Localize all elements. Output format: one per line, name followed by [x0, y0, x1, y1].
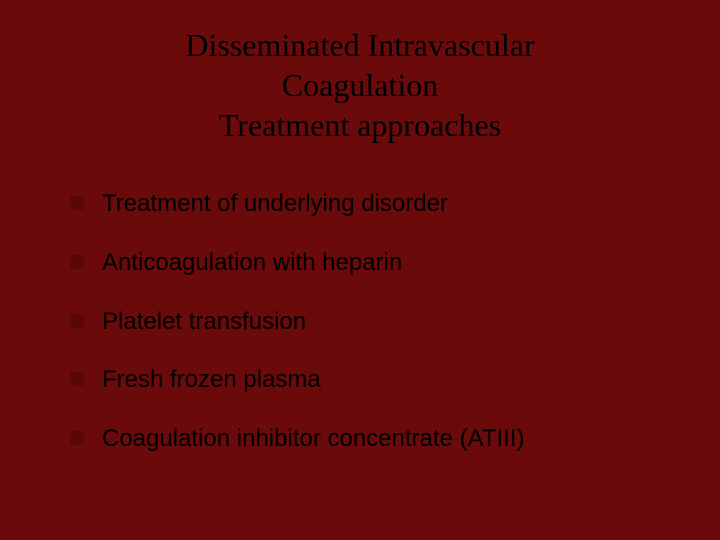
list-item: Treatment of underlying disorder: [70, 190, 670, 219]
bullet-text: Platelet transfusion: [102, 308, 306, 335]
bullet-text: Coagulation inhibitor concentrate (ATIII…: [102, 425, 524, 452]
list-item: Platelet transfusion: [70, 308, 670, 337]
square-bullet-icon: [70, 372, 84, 386]
bullet-text: Fresh frozen plasma: [102, 366, 321, 393]
slide-container: Disseminated Intravascular Coagulation T…: [0, 0, 720, 540]
title-line-3: Treatment approaches: [90, 105, 630, 145]
slide-title: Disseminated Intravascular Coagulation T…: [50, 25, 670, 145]
list-item: Fresh frozen plasma: [70, 366, 670, 395]
square-bullet-icon: [70, 255, 84, 269]
title-line-2: Coagulation: [90, 65, 630, 105]
list-item: Coagulation inhibitor concentrate (ATIII…: [70, 425, 670, 454]
square-bullet-icon: [70, 196, 84, 210]
bullet-text: Treatment of underlying disorder: [102, 190, 448, 217]
square-bullet-icon: [70, 314, 84, 328]
bullet-text: Anticoagulation with heparin: [102, 249, 402, 276]
list-item: Anticoagulation with heparin: [70, 249, 670, 278]
title-line-1: Disseminated Intravascular: [90, 25, 630, 65]
square-bullet-icon: [70, 431, 84, 445]
bullet-list: Treatment of underlying disorder Anticoa…: [50, 190, 670, 454]
